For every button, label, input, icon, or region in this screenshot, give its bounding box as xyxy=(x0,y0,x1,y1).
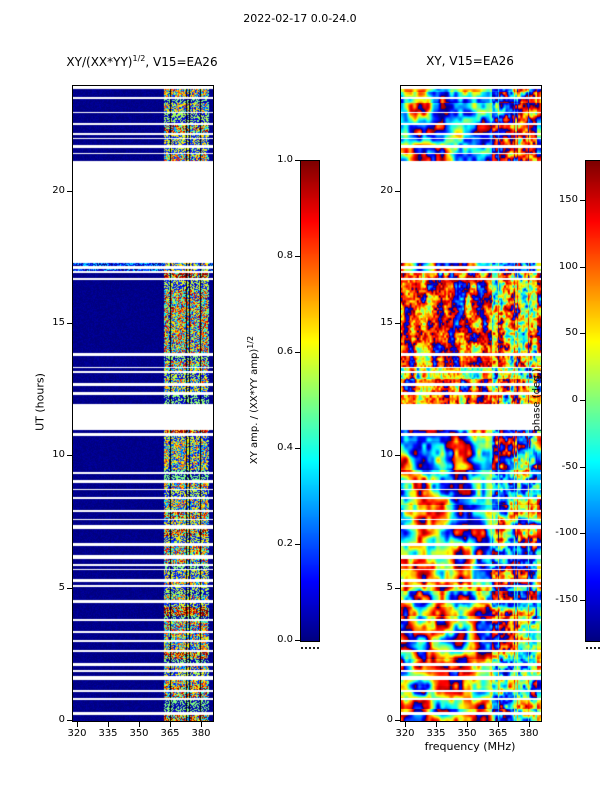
phase-colorbar-canvas xyxy=(586,161,600,641)
y-tick-label: 15 xyxy=(52,317,65,328)
colorbar-tick-label: 100 xyxy=(558,261,578,272)
y-tick-mark xyxy=(67,455,72,456)
y-tick-mark xyxy=(67,720,72,721)
colorbar-tick-label: 0 xyxy=(571,394,578,405)
y-tick-mark xyxy=(395,720,400,721)
y-tick-mark xyxy=(67,588,72,589)
left-heatmap-canvas xyxy=(73,86,213,721)
colorbar-tick-mark xyxy=(580,267,585,268)
x-tick-mark xyxy=(436,722,437,727)
colorbar-tick-mark xyxy=(295,160,300,161)
x-tick-label: 365 xyxy=(160,728,180,739)
x-tick-label: 350 xyxy=(457,728,477,739)
amp-colorbar-extend-dots xyxy=(301,647,319,649)
left-panel-title: XY/(XX*YY)1/2, V15=EA26 xyxy=(66,54,217,69)
colorbar-tick-label: 0.4 xyxy=(277,442,293,453)
x-tick-label: 365 xyxy=(488,728,508,739)
y-tick-mark xyxy=(67,323,72,324)
x-tick-mark xyxy=(498,722,499,727)
x-tick-label: 350 xyxy=(129,728,149,739)
colorbar-tick-mark xyxy=(580,400,585,401)
amp-colorbar-label-sup: 1/2 xyxy=(245,335,255,349)
amp-colorbar xyxy=(300,160,320,642)
phase-colorbar xyxy=(585,160,600,642)
colorbar-tick-label: 50 xyxy=(565,327,578,338)
right-heatmap-canvas xyxy=(401,86,541,721)
left-panel-title-sup: 1/2 xyxy=(132,54,146,63)
colorbar-tick-mark xyxy=(295,352,300,353)
x-tick-mark xyxy=(405,722,406,727)
colorbar-tick-label: 0.6 xyxy=(277,346,293,357)
colorbar-tick-mark xyxy=(580,200,585,201)
x-tick-mark xyxy=(170,722,171,727)
colorbar-tick-label: 1.0 xyxy=(277,154,293,165)
x-tick-label: 380 xyxy=(519,728,539,739)
y-tick-label: 0 xyxy=(58,714,65,725)
y-tick-mark xyxy=(395,191,400,192)
colorbar-tick-label: -100 xyxy=(555,527,578,538)
right-panel-title: XY, V15=EA26 xyxy=(426,54,514,68)
figure-title: 2022-02-17 0.0-24.0 xyxy=(243,12,357,25)
y-tick-label: 5 xyxy=(386,582,393,593)
x-tick-label: 335 xyxy=(98,728,118,739)
colorbar-tick-mark xyxy=(295,544,300,545)
y-tick-label: 0 xyxy=(386,714,393,725)
amp-colorbar-label: XY amp. / (XX*YY amp)1/2 xyxy=(246,336,260,464)
x-tick-mark xyxy=(139,722,140,727)
colorbar-tick-label: 0.2 xyxy=(277,538,293,549)
y-tick-label: 20 xyxy=(380,185,393,196)
x-tick-label: 320 xyxy=(395,728,415,739)
y-tick-label: 10 xyxy=(52,449,65,460)
x-tick-label: 380 xyxy=(191,728,211,739)
y-tick-label: 15 xyxy=(380,317,393,328)
colorbar-tick-label: 0.0 xyxy=(277,634,293,645)
x-tick-mark xyxy=(201,722,202,727)
y-tick-label: 20 xyxy=(52,185,65,196)
y-tick-mark xyxy=(67,191,72,192)
colorbar-tick-label: 0.8 xyxy=(277,250,293,261)
colorbar-tick-mark xyxy=(295,640,300,641)
x-tick-label: 335 xyxy=(426,728,446,739)
colorbar-tick-label: -150 xyxy=(555,594,578,605)
colorbar-tick-mark xyxy=(580,533,585,534)
colorbar-tick-label: -50 xyxy=(561,461,578,472)
right-axes xyxy=(400,85,542,722)
x-tick-mark xyxy=(467,722,468,727)
phase-colorbar-label: phase (deg.) xyxy=(531,368,543,432)
colorbar-tick-mark xyxy=(580,333,585,334)
y-tick-mark xyxy=(395,588,400,589)
colorbar-tick-mark xyxy=(580,600,585,601)
colorbar-tick-mark xyxy=(295,448,300,449)
left-panel-title-rest: , V15=EA26 xyxy=(145,55,218,69)
left-axes xyxy=(72,85,214,722)
x-tick-label: 320 xyxy=(67,728,87,739)
y-tick-mark xyxy=(395,455,400,456)
y-tick-label: 5 xyxy=(58,582,65,593)
x-tick-mark xyxy=(108,722,109,727)
y-tick-mark xyxy=(395,323,400,324)
phase-colorbar-extend-dots xyxy=(586,647,600,649)
x-tick-mark xyxy=(529,722,530,727)
x-tick-mark xyxy=(77,722,78,727)
colorbar-tick-mark xyxy=(295,256,300,257)
colorbar-tick-label: 150 xyxy=(558,194,578,205)
y-axis-label: UT (hours) xyxy=(33,373,47,431)
amp-colorbar-canvas xyxy=(301,161,319,641)
y-tick-label: 10 xyxy=(380,449,393,460)
x-axis-label: frequency (MHz) xyxy=(424,740,516,753)
left-panel-title-base: XY/(XX*YY) xyxy=(66,55,133,69)
colorbar-tick-mark xyxy=(580,467,585,468)
